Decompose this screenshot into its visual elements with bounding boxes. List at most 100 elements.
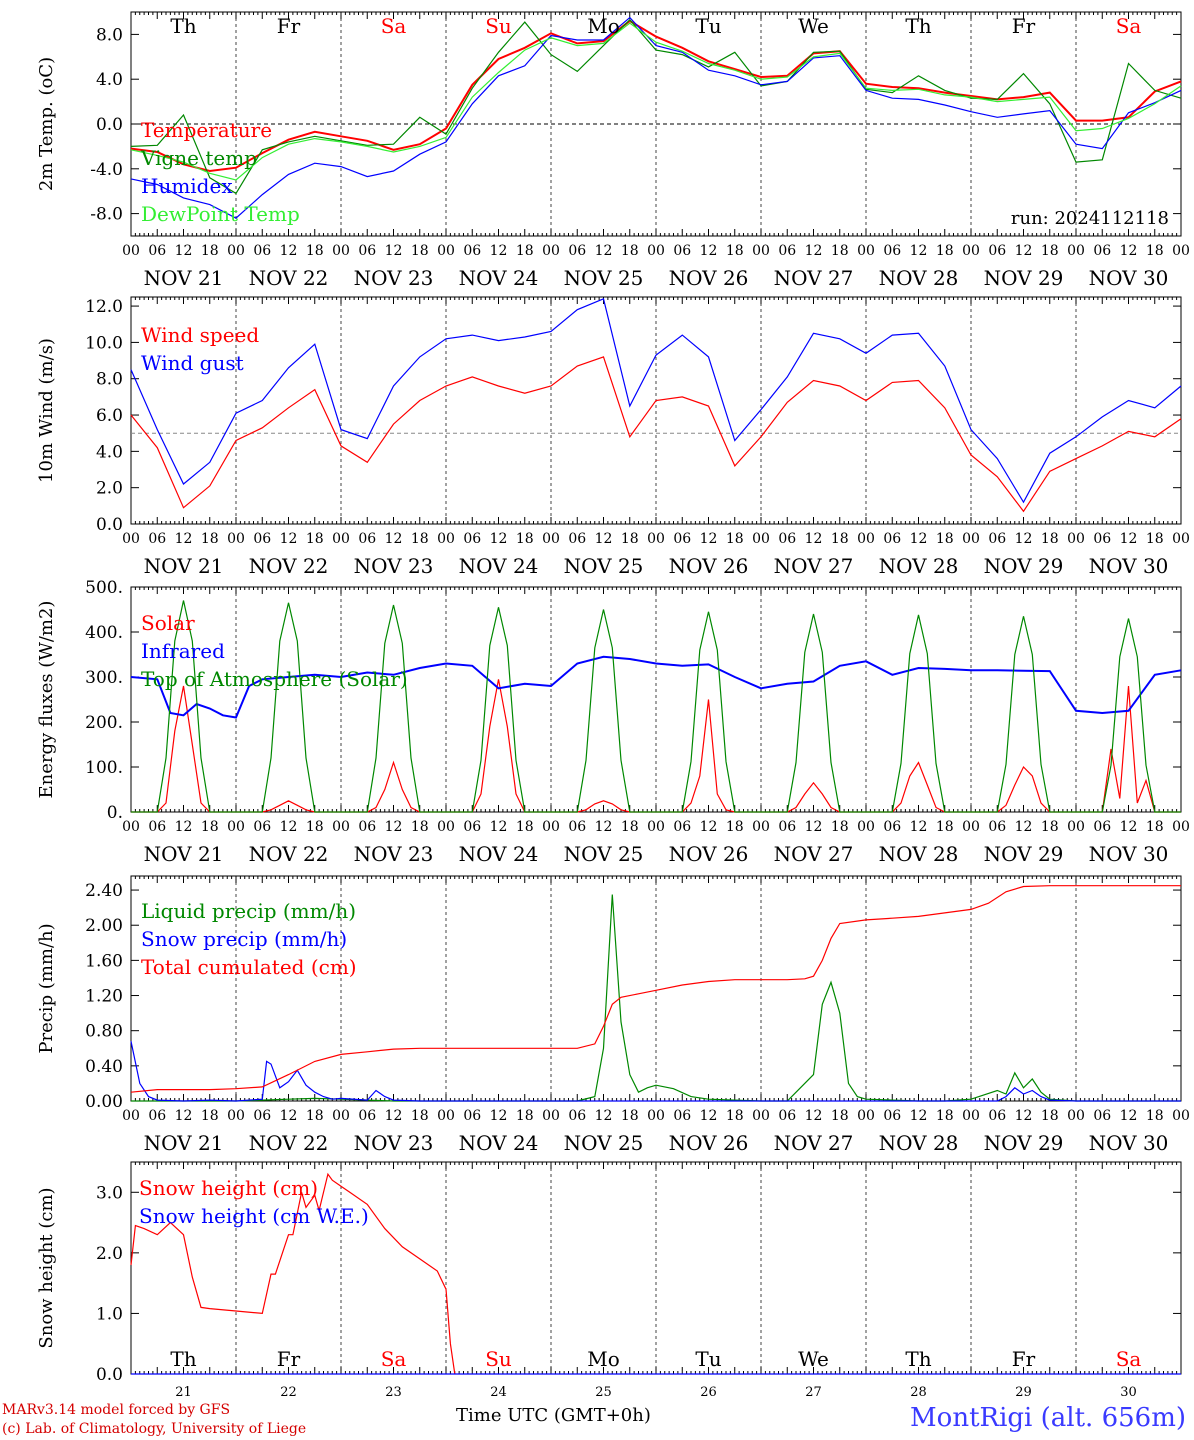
y-tick-label: 0.40 [85, 1057, 123, 1077]
weekday-label: Fr [1012, 14, 1036, 38]
hour-tick-label: 06 [988, 243, 1006, 259]
weekday-label: Su [485, 1347, 512, 1371]
hour-tick-label: 18 [1146, 1108, 1164, 1124]
hour-tick-label: 00 [332, 531, 350, 547]
hour-tick-label: 00 [122, 531, 140, 547]
hour-tick-label: 12 [1120, 243, 1138, 259]
hour-tick-label: 00 [227, 531, 245, 547]
weekday-label: Sa [1116, 14, 1142, 38]
y-axis-label: Energy fluxes (W/m2) [36, 601, 57, 799]
hour-tick-label: 06 [883, 531, 901, 547]
model-credit-line1: MARv3.14 model forced by GFS [2, 1402, 231, 1418]
hour-tick-label: 18 [1146, 819, 1164, 835]
weekday-label: We [798, 1347, 829, 1371]
weekday-label: Tu [695, 1347, 721, 1371]
hour-tick-label: 12 [910, 819, 928, 835]
legend-entry: Snow height (cm) [139, 1176, 318, 1200]
hour-tick-label: 18 [831, 243, 849, 259]
model-credit-line2: (c) Lab. of Climatology, University of L… [2, 1421, 307, 1437]
date-label: NOV 24 [459, 842, 539, 866]
series-line [130, 22, 1182, 181]
weekday-label: Tu [695, 14, 721, 38]
day-number-label: 29 [1015, 1385, 1032, 1400]
legend-entry: Infrared [141, 639, 225, 663]
hour-tick-label: 00 [752, 531, 770, 547]
hour-tick-label: 00 [752, 243, 770, 259]
hour-tick-label: 06 [148, 1108, 166, 1124]
hour-tick-label: 12 [175, 243, 193, 259]
date-label: NOV 29 [984, 554, 1064, 578]
hour-tick-label: 00 [437, 243, 455, 259]
hour-tick-label: 06 [568, 1108, 586, 1124]
legend-entry: DewPoint Temp [141, 202, 300, 226]
hour-tick-label: 06 [883, 819, 901, 835]
legend-entry: Solar [141, 611, 195, 635]
hour-tick-label: 12 [1015, 1108, 1033, 1124]
hour-tick-label: 06 [1093, 531, 1111, 547]
y-tick-label: 10.0 [85, 333, 123, 353]
date-label: NOV 24 [459, 266, 539, 290]
hour-tick-label: 00 [962, 1108, 980, 1124]
hour-tick-label: 18 [411, 531, 429, 547]
y-tick-label: 0.80 [85, 1022, 123, 1042]
y-tick-label: 1.0 [96, 1304, 123, 1324]
hour-tick-label: 18 [1041, 819, 1059, 835]
date-label: NOV 27 [774, 266, 854, 290]
hour-tick-label: 12 [385, 1108, 403, 1124]
hour-tick-label: 00 [542, 819, 560, 835]
hour-tick-label: 18 [1041, 1108, 1059, 1124]
hour-tick-label: 00 [227, 243, 245, 259]
hour-tick-label: 12 [910, 531, 928, 547]
hour-tick-label: 18 [201, 531, 219, 547]
hour-tick-label: 00 [1067, 1108, 1085, 1124]
date-label: NOV 25 [564, 842, 644, 866]
date-label: NOV 21 [144, 842, 224, 866]
series-line [130, 356, 1182, 513]
hour-tick-label: 12 [175, 819, 193, 835]
hour-tick-label: 18 [1041, 243, 1059, 259]
hour-tick-label: 12 [175, 1108, 193, 1124]
hour-tick-label: 18 [1041, 531, 1059, 547]
hour-tick-label: 18 [1146, 531, 1164, 547]
y-tick-label: 1.20 [85, 987, 123, 1007]
hour-tick-label: 00 [1172, 531, 1190, 547]
hour-tick-label: 18 [936, 243, 954, 259]
day-number-label: 22 [280, 1385, 297, 1400]
hour-tick-label: 06 [568, 531, 586, 547]
hour-tick-label: 12 [490, 819, 508, 835]
hour-tick-label: 18 [411, 819, 429, 835]
y-axis-label: Precip (mm/h) [36, 923, 57, 1053]
hour-tick-label: 12 [385, 243, 403, 259]
hour-tick-label: 18 [201, 243, 219, 259]
hour-tick-label: 12 [700, 531, 718, 547]
y-tick-label: 0.00 [85, 1092, 123, 1112]
date-label: NOV 28 [879, 842, 959, 866]
date-label: NOV 23 [354, 1131, 434, 1155]
hour-tick-label: 12 [175, 531, 193, 547]
hour-tick-label: 06 [463, 531, 481, 547]
hour-tick-label: 18 [621, 1108, 639, 1124]
date-label: NOV 27 [774, 1131, 854, 1155]
date-label: NOV 29 [984, 842, 1064, 866]
hour-tick-label: 18 [726, 819, 744, 835]
hour-tick-label: 12 [700, 243, 718, 259]
hour-tick-label: 00 [1172, 243, 1190, 259]
hour-tick-label: 06 [568, 819, 586, 835]
hour-tick-label: 06 [463, 819, 481, 835]
date-label: NOV 30 [1089, 842, 1169, 866]
hour-tick-label: 12 [595, 819, 613, 835]
time-axis-label: Time UTC (GMT+0h) [456, 1405, 651, 1426]
date-label: NOV 30 [1089, 554, 1169, 578]
day-number-label: 21 [175, 1385, 192, 1400]
hour-tick-label: 18 [621, 819, 639, 835]
date-label: NOV 25 [564, 266, 644, 290]
hour-tick-label: 00 [857, 1108, 875, 1124]
y-tick-label: 2.00 [85, 916, 123, 936]
hour-tick-label: 18 [936, 1108, 954, 1124]
y-tick-label: 0. [107, 803, 123, 823]
hour-tick-label: 18 [516, 819, 534, 835]
hour-tick-label: 00 [647, 819, 665, 835]
legend-entry: Wind gust [141, 351, 244, 375]
hour-tick-label: 00 [857, 243, 875, 259]
date-label: NOV 28 [879, 266, 959, 290]
